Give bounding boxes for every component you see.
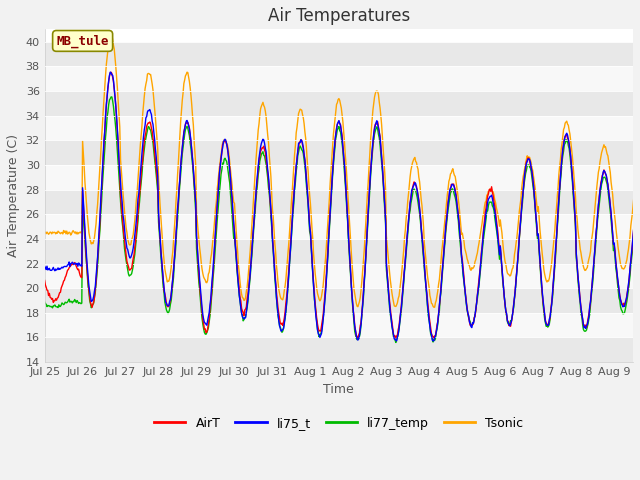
Text: MB_tule: MB_tule xyxy=(56,34,109,48)
Bar xyxy=(45,91,633,116)
li75_t xyxy=(413,185,420,191)
li75_t xyxy=(106,69,114,75)
li75_t xyxy=(447,185,454,191)
Bar xyxy=(45,140,633,165)
li77_temp xyxy=(254,172,262,178)
Bar xyxy=(45,116,633,140)
Y-axis label: Air Temperature (C): Air Temperature (C) xyxy=(7,134,20,257)
li77_temp xyxy=(108,94,116,100)
Tsonic xyxy=(113,74,120,80)
Line: Tsonic: Tsonic xyxy=(45,35,640,307)
Bar xyxy=(45,190,633,214)
Title: Air Temperatures: Air Temperatures xyxy=(268,7,410,25)
li77_temp xyxy=(224,169,232,175)
Tsonic xyxy=(254,127,262,133)
Legend: AirT, li75_t, li77_temp, Tsonic: AirT, li75_t, li77_temp, Tsonic xyxy=(149,412,528,435)
Tsonic xyxy=(224,145,232,151)
Bar xyxy=(45,239,633,264)
Tsonic xyxy=(108,32,116,37)
Tsonic xyxy=(412,158,419,164)
li75_t xyxy=(224,151,232,156)
Line: li77_temp: li77_temp xyxy=(45,97,640,343)
Bar xyxy=(45,214,633,239)
li75_t xyxy=(254,164,262,169)
Bar xyxy=(45,42,633,66)
Bar xyxy=(45,313,633,337)
AirT xyxy=(224,151,232,156)
li77_temp xyxy=(113,136,120,142)
AirT xyxy=(277,321,285,327)
li77_temp xyxy=(413,191,420,197)
li77_temp xyxy=(277,327,285,333)
Tsonic xyxy=(41,230,49,236)
Tsonic xyxy=(447,171,454,177)
Bar xyxy=(45,288,633,313)
AirT xyxy=(447,186,454,192)
li77_temp xyxy=(41,299,49,305)
Line: AirT: AirT xyxy=(45,72,640,339)
Bar xyxy=(45,264,633,288)
Bar xyxy=(45,66,633,91)
Tsonic xyxy=(277,296,285,301)
li75_t xyxy=(277,328,285,334)
AirT xyxy=(108,69,115,75)
Line: li75_t: li75_t xyxy=(45,72,640,341)
AirT xyxy=(113,116,120,122)
AirT xyxy=(254,166,262,171)
li75_t xyxy=(393,338,401,344)
X-axis label: Time: Time xyxy=(323,383,354,396)
Bar xyxy=(45,337,633,362)
Tsonic xyxy=(431,304,438,310)
AirT xyxy=(41,277,49,283)
Bar xyxy=(45,165,633,190)
AirT xyxy=(413,183,420,189)
li77_temp xyxy=(392,340,400,346)
AirT xyxy=(354,336,362,342)
li77_temp xyxy=(447,190,454,196)
li75_t xyxy=(41,264,49,270)
li75_t xyxy=(113,114,120,120)
